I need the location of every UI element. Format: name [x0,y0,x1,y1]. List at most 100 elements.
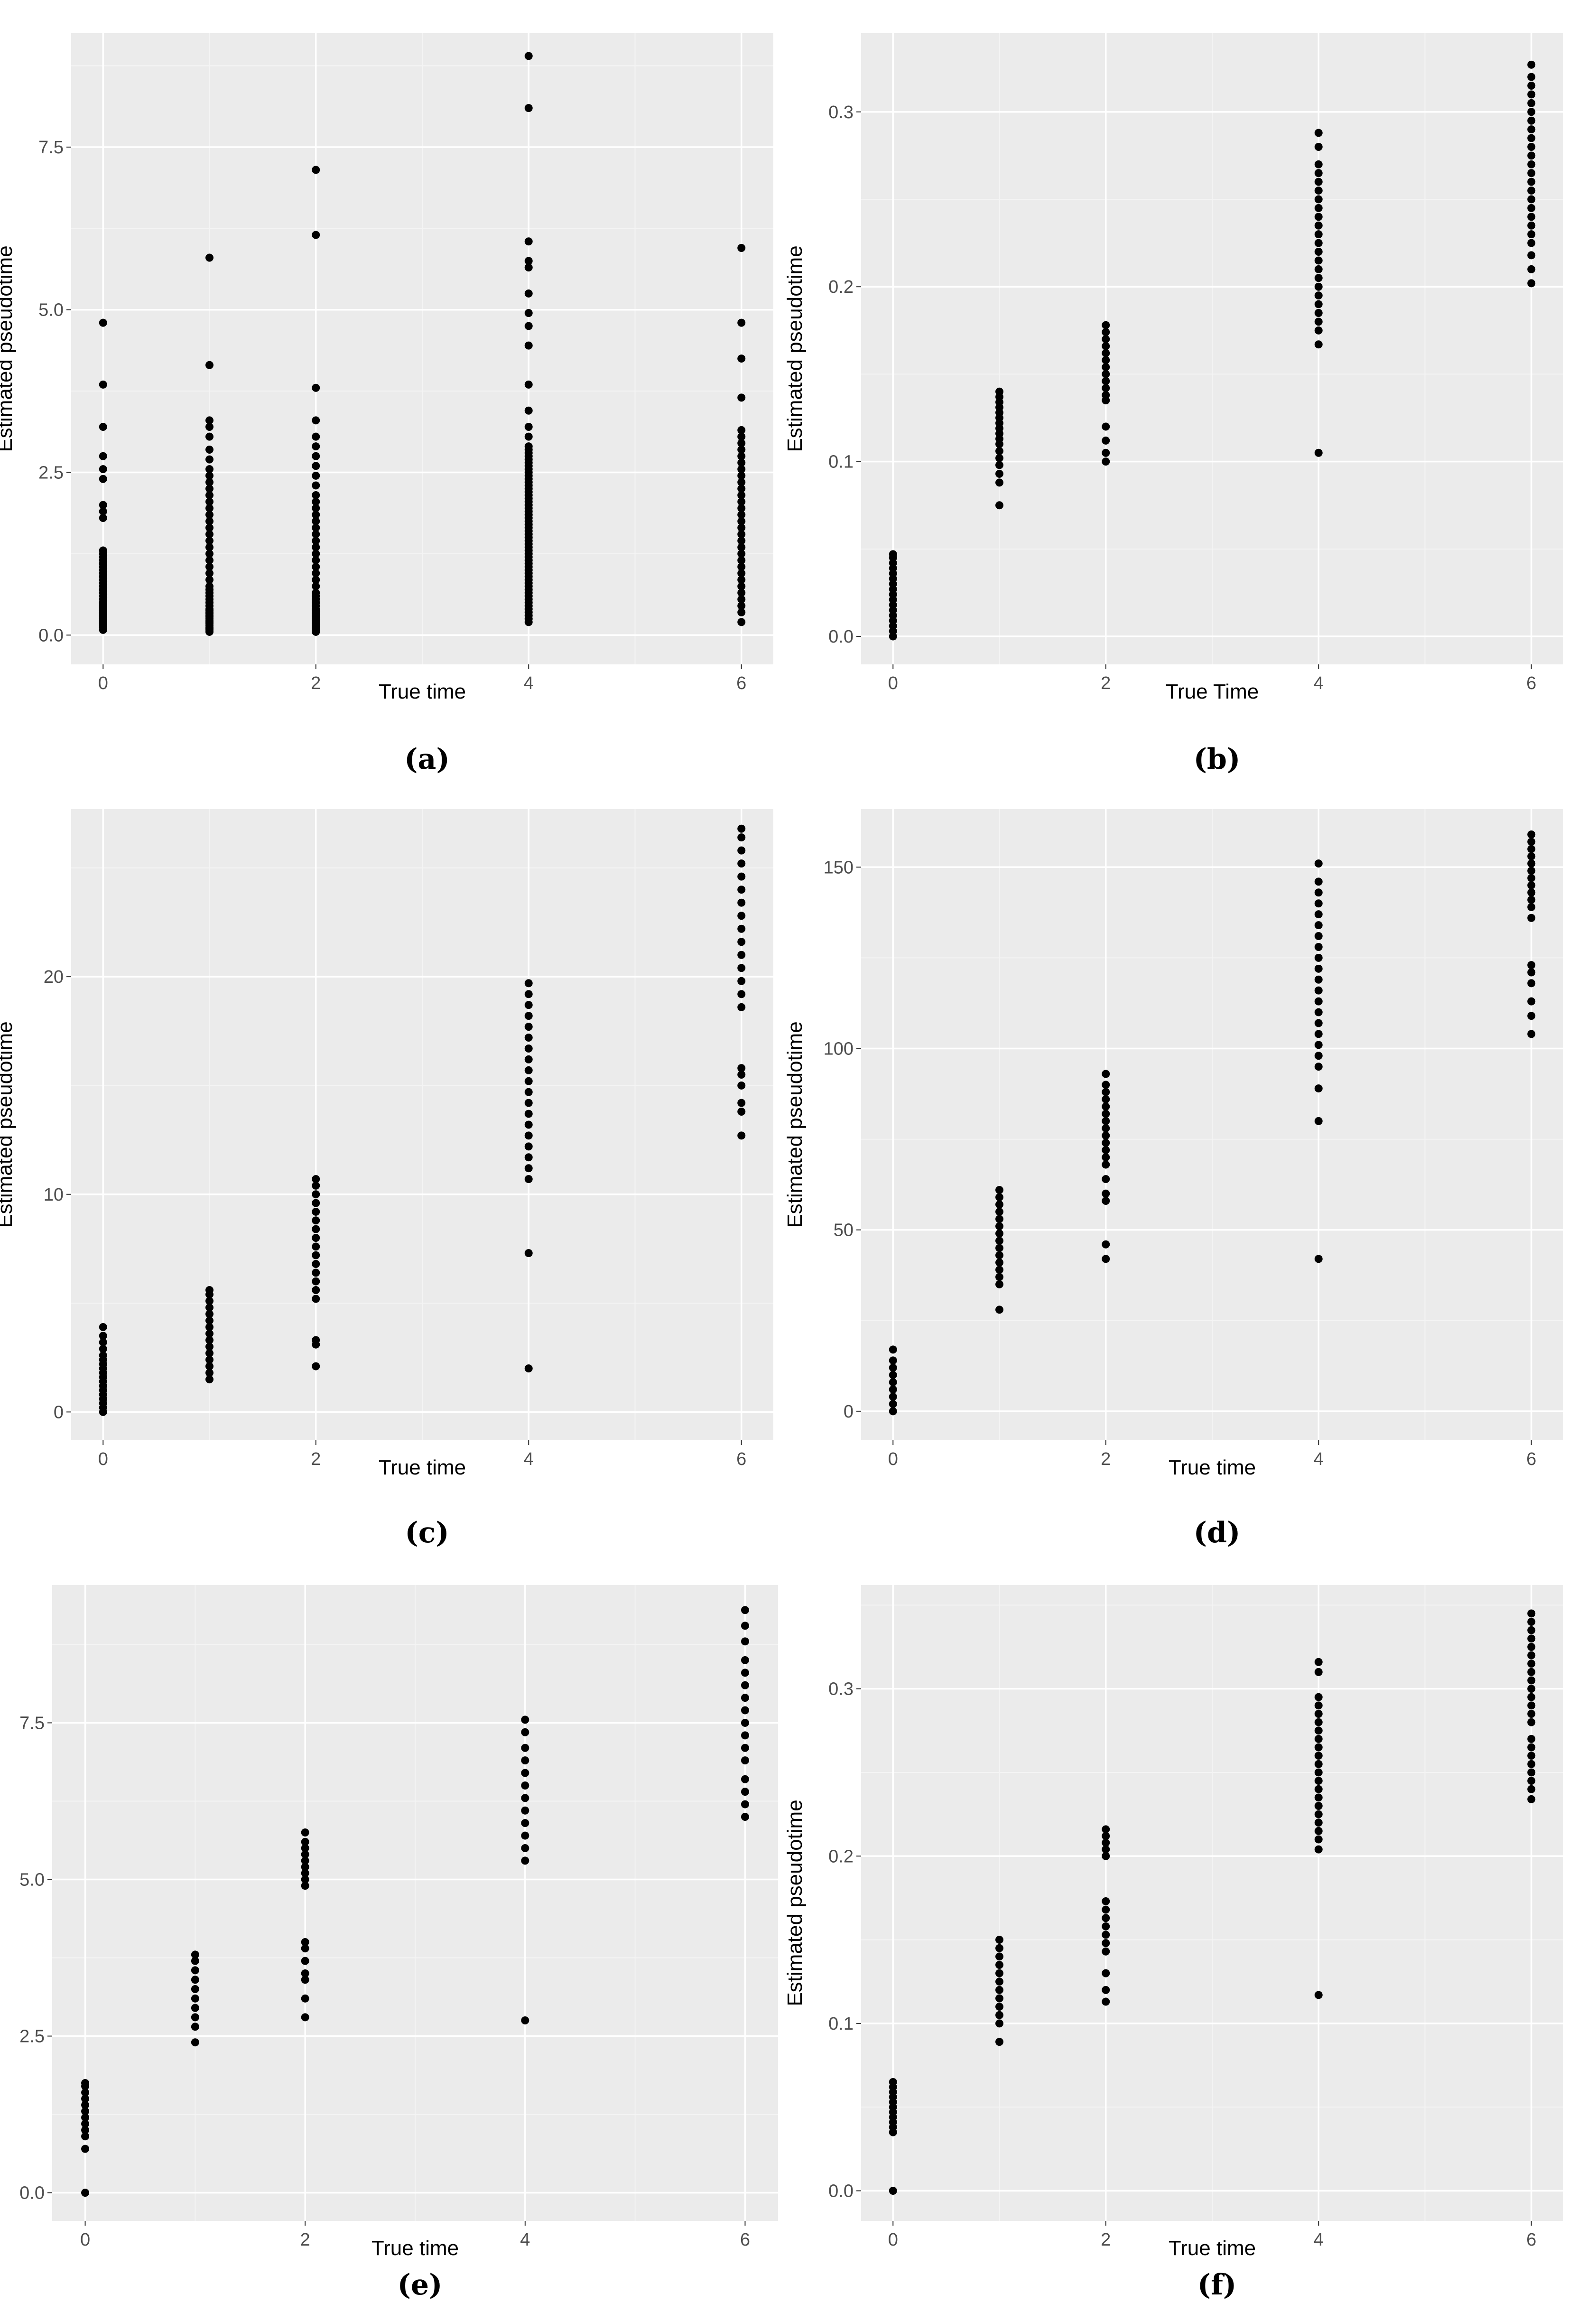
data-point [301,1944,309,1953]
data-point [1527,852,1536,860]
data-point [1314,1768,1323,1777]
panel-caption: (b) [1194,743,1241,776]
data-point [524,1120,533,1129]
data-point [301,1844,309,1852]
data-point [301,1837,309,1846]
data-point [737,951,746,959]
data-point [191,1985,199,1994]
data-point [301,2013,309,2022]
x-tick-label: 2 [311,673,321,693]
data-point [1527,1676,1536,1685]
data-point [737,898,746,907]
x-axis-title: True time [379,680,466,703]
data-point [1527,979,1536,988]
data-point [737,536,746,545]
data-point [1314,997,1323,1006]
data-point [81,2189,90,2197]
data-point [737,439,746,448]
data-point [205,478,214,486]
data-point [1102,457,1110,466]
data-point [995,1944,1004,1952]
data-point [737,471,746,480]
data-point [312,517,320,525]
panel-a: 0 2 4 6 0.0 2.5 5.0 7.5 True time Estimated pseud… [0,33,773,776]
data-point [312,1260,320,1268]
data-point [737,588,746,597]
data-point [301,1856,309,1865]
data-point [1527,1012,1536,1020]
data-point [737,318,746,327]
data-point [99,318,107,327]
data-point [1314,1845,1323,1854]
data-point [99,380,107,389]
y-tick-label: 100 [824,1039,854,1059]
data-point [524,289,533,298]
data-point [99,513,107,522]
data-point [995,454,1004,462]
data-point [524,1055,533,1063]
data-point [1527,230,1536,239]
data-point [1102,1131,1110,1140]
data-point [205,1349,214,1358]
data-point [1102,1832,1110,1840]
data-point [312,1336,320,1344]
data-point [312,481,320,490]
data-point [1527,867,1536,875]
data-point [741,1637,749,1646]
data-point [741,1622,749,1630]
y-axis-title: Estimated pseudotime [783,1021,807,1228]
data-point [1102,1070,1110,1078]
data-point [737,446,746,454]
data-point [81,2144,90,2153]
data-point [205,253,214,262]
data-point [1314,1801,1323,1810]
data-point [99,1351,107,1360]
data-point [99,475,107,483]
data-point [205,1343,214,1351]
x-axis-title: True Time [1166,680,1259,703]
data-point [737,977,746,985]
data-point [1527,874,1536,882]
data-point [1314,986,1323,995]
x-tick-label: 4 [1314,2230,1324,2250]
x-axis-title: True time [379,1456,466,1479]
data-point [1102,1939,1110,1948]
data-point [81,2079,90,2088]
data-point [1102,422,1110,431]
data-point [741,1731,749,1740]
data-point [521,1728,529,1736]
data-point [737,485,746,493]
data-point [741,1756,749,1765]
data-point [81,2126,90,2135]
data-point [1102,448,1110,457]
x-tick-label: 6 [1526,1449,1536,1469]
panel-c: 0 2 4 6 0 10 20 True time Estimated pseudotime (c… [0,809,773,1549]
data-point [205,562,214,571]
data-point [312,491,320,500]
data-point [205,1336,214,1344]
data-point [1314,1658,1323,1666]
data-point [1102,1110,1110,1118]
data-point [1527,997,1536,1006]
data-point [312,1190,320,1199]
data-point [737,846,746,855]
data-point [524,341,533,350]
data-point [521,1819,529,1827]
data-point [1314,448,1323,457]
data-point [524,104,533,112]
data-point [995,1207,1004,1216]
x-tick-label: 0 [98,673,108,693]
data-point [81,2119,90,2128]
data-point [741,1694,749,1702]
data-point [524,1175,533,1184]
data-point [312,166,320,174]
data-point [737,517,746,525]
data-point [191,2013,199,2022]
x-tick-label: 6 [740,2230,750,2250]
y-tick-label: 0 [844,1402,854,1422]
data-point [312,1199,320,1207]
data-point [1102,1117,1110,1125]
data-point [524,432,533,441]
y-tick-label: 0.3 [828,103,854,122]
